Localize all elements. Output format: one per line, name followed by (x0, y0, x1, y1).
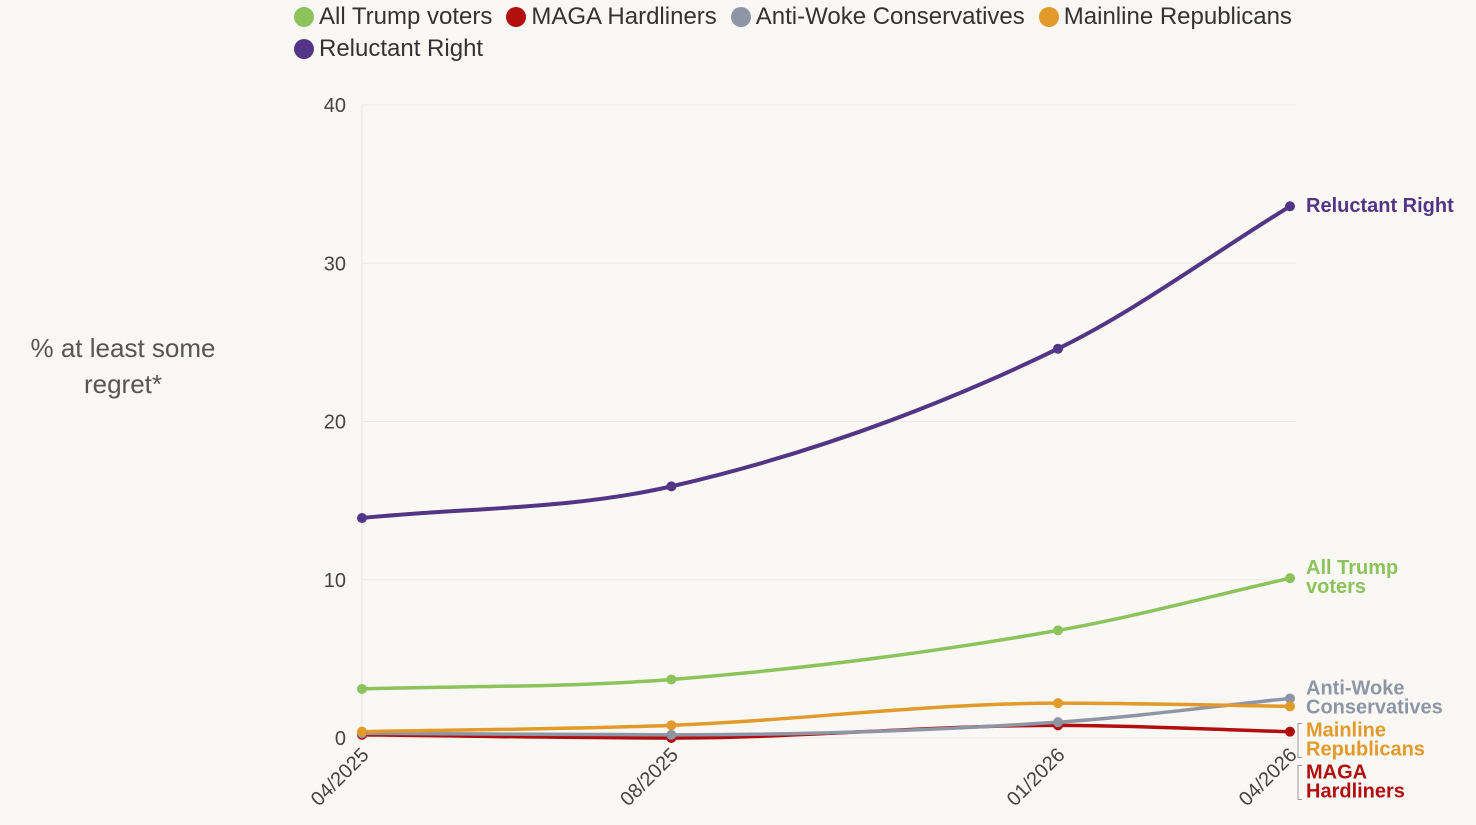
series-line-all-trump-voters (360, 576, 1292, 691)
legend-swatch (730, 7, 751, 27)
data-point-mainline-republicans[interactable] (357, 726, 367, 737)
legend-label: Anti-Woke Conservatives (755, 3, 1025, 30)
x-tick-label: 01/2026 (1003, 744, 1070, 811)
end-label-bracket (1297, 764, 1302, 800)
data-point-reluctant-right[interactable] (666, 481, 677, 492)
end-label-maga-hardliners: Hardliners (1306, 780, 1405, 802)
end-label-anti-woke-conservatives: Anti-Woke (1306, 677, 1405, 699)
legend-item-maga-hardliners[interactable]: MAGA Hardliners (506, 2, 717, 32)
end-label-mainline-republicans: Republicans (1306, 738, 1425, 760)
y-tick-label: 20 (324, 412, 346, 434)
legend-swatch (506, 7, 527, 27)
end-label-mainline-republicans: Mainline (1306, 719, 1386, 741)
data-point-all-trump-voters[interactable] (1053, 625, 1063, 636)
series-lines (360, 204, 1292, 740)
end-label-reluctant-right: Reluctant Right (1306, 195, 1454, 217)
y-axis-ticks: 0 10 20 30 40 (324, 95, 346, 750)
x-tick-label: 04/2026 (1235, 744, 1302, 811)
legend-item-anti-woke-conservatives[interactable]: Anti-Woke Conservatives (730, 2, 1025, 32)
data-point-mainline-republicans[interactable] (1053, 698, 1063, 709)
x-tick-label: 04/2025 (307, 744, 374, 811)
data-point-all-trump-voters[interactable] (357, 683, 367, 694)
legend-label: All Trump voters (319, 3, 493, 30)
legend-swatch (294, 39, 314, 59)
data-point-reluctant-right[interactable] (357, 513, 367, 524)
legend-swatch (294, 7, 314, 27)
series-line-mainline-republicans (360, 701, 1292, 734)
legend-label: Reluctant Right (319, 35, 484, 62)
y-tick-label: 10 (324, 570, 346, 592)
data-point-anti-woke-conservatives[interactable] (1053, 717, 1063, 728)
x-axis-ticks: 04/2025 08/2025 01/2026 04/2026 (307, 744, 1302, 811)
data-point-reluctant-right[interactable] (1053, 343, 1063, 354)
data-point-all-trump-voters[interactable] (1285, 573, 1295, 584)
data-point-maga-hardliners[interactable] (1285, 726, 1295, 737)
end-label-anti-woke-conservatives: Conservatives (1306, 696, 1443, 718)
series-points (357, 201, 1295, 743)
end-label-all-trump-voters: voters (1306, 576, 1366, 598)
legend-item-mainline-republicans[interactable]: Mainline Republicans (1038, 2, 1292, 32)
data-point-mainline-republicans[interactable] (1285, 701, 1295, 712)
y-tick-label: 40 (324, 95, 346, 117)
legend-label: Mainline Republicans (1063, 3, 1292, 30)
data-point-anti-woke-conservatives[interactable] (666, 729, 677, 740)
y-tick-label: 30 (324, 253, 346, 275)
x-tick-label: 08/2025 (616, 744, 683, 811)
data-point-reluctant-right[interactable] (1285, 201, 1295, 212)
y-tick-label: 0 (335, 728, 346, 750)
legend-item-all-trump-voters[interactable]: All Trump voters (294, 2, 492, 32)
legend-swatch (1038, 7, 1059, 27)
data-point-all-trump-voters[interactable] (666, 674, 677, 685)
chart-legend: All Trump voters MAGA Hardliners Anti-Woke… (294, 2, 1454, 64)
end-label-maga-hardliners: MAGA (1306, 761, 1367, 783)
series-line-anti-woke-conservatives (360, 696, 1292, 737)
end-label-bracket (1297, 722, 1302, 758)
end-label-all-trump-voters: All Trump (1306, 557, 1398, 579)
series-line-reluctant-right (360, 204, 1292, 521)
data-point-mainline-republicans[interactable] (666, 720, 677, 731)
legend-item-reluctant-right[interactable]: Reluctant Right (294, 34, 483, 64)
legend-label: MAGA Hardliners (531, 3, 717, 30)
gridlines (361, 104, 1296, 739)
y-axis-label: % at least some regret* (30, 333, 216, 399)
data-point-anti-woke-conservatives[interactable] (1285, 693, 1295, 704)
